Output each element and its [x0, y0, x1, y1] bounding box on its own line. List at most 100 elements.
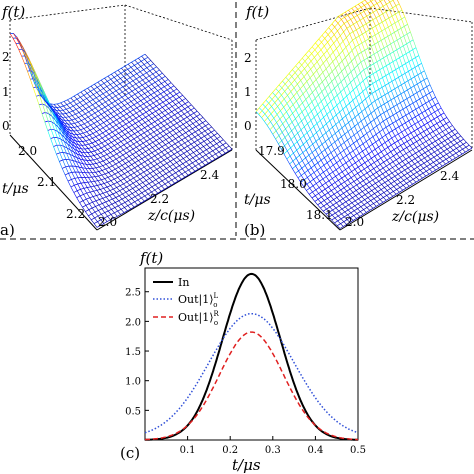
panel-b-surface-mesh: [416, 135, 421, 140]
panel-a-surface-mesh: [41, 113, 46, 123]
panel-b-surface-mesh: [434, 151, 438, 156]
panel-a-surface-mesh: [56, 154, 60, 162]
panel-b-surface-mesh: [346, 85, 351, 94]
panel-b-surface-mesh: [355, 46, 359, 55]
panel-b-surface-mesh: [403, 35, 407, 44]
panel-b-surface-mesh: [306, 190, 310, 195]
panel-b-surface-mesh: [295, 109, 299, 116]
panel-a-surface-mesh: [163, 130, 167, 135]
panel-b-surface-mesh: [336, 114, 340, 122]
panel-a-surface-mesh: [26, 56, 30, 62]
panel-b-surface-mesh: [457, 137, 461, 142]
panel-a-surface-mesh: [94, 176, 99, 181]
panel-a-surface-mesh: [96, 97, 100, 102]
panel-b-surface-mesh: [440, 114, 444, 120]
panel-b-surface-mesh: [348, 112, 353, 120]
panel-a-surface-mesh: [161, 151, 165, 156]
panel-a-surface-mesh: [122, 91, 126, 96]
panel-b-surface-mesh: [298, 115, 302, 122]
panel-a-surface-mesh: [144, 127, 148, 132]
panel-b-surface-mesh: [359, 20, 364, 26]
panel-a-surface-mesh: [105, 196, 110, 201]
panel-b-surface-mesh: [293, 152, 297, 159]
panel-b-surface-mesh: [416, 177, 420, 181]
panel-a-surface-mesh: [211, 126, 215, 131]
panel-b-surface-mesh: [334, 182, 339, 187]
panel-a-surface-mesh: [131, 90, 136, 95]
panel-b-surface-mesh: [414, 123, 418, 130]
panel-a-surface-mesh: [61, 117, 66, 121]
panel-a-surface-mesh: [191, 167, 196, 172]
panel-b-surface-mesh: [335, 212, 339, 217]
panel-b-xtick-0: 2.0: [345, 215, 364, 229]
panel-a-surface-mesh: [134, 99, 138, 103]
panel-a-surface-mesh: [136, 181, 140, 185]
panel-a-surface-mesh: [212, 145, 217, 150]
panel-a-surface-mesh: [62, 110, 67, 114]
panel-b-surface-mesh: [362, 151, 366, 157]
panel-b-surface-mesh: [404, 164, 409, 169]
panel-b-surface-mesh: [300, 138, 304, 145]
panel-a-ytick-2: 2.2: [66, 207, 85, 221]
panel-a-surface-mesh: [31, 66, 36, 73]
panel-b-surface-mesh: [308, 162, 312, 168]
panel-a-surface-mesh: [127, 142, 131, 147]
panel-a-surface-mesh: [200, 137, 205, 142]
panel-a-surface-mesh: [96, 92, 100, 96]
panel-a-surface-mesh: [139, 110, 143, 115]
panel-a-surface-mesh: [136, 112, 140, 117]
panel-a-surface-mesh: [64, 123, 68, 128]
panel-b-surface-mesh: [366, 9, 371, 15]
panel-a-surface-mesh: [153, 171, 157, 175]
panel-a-surface-mesh: [191, 133, 196, 138]
panel-a-surface-mesh: [131, 61, 135, 66]
panel-a-surface-mesh: [124, 100, 128, 104]
panel-a-surface-mesh: [73, 148, 78, 155]
panel-b-surface-mesh: [290, 147, 294, 154]
panel-a-surface-mesh: [117, 104, 122, 108]
panel-a-surface-mesh: [60, 145, 64, 153]
panel-b-surface-mesh: [376, 201, 380, 205]
panel-b-surface-mesh: [276, 122, 280, 128]
panel-a-surface-mesh: [59, 122, 64, 128]
panel-b-surface-mesh: [320, 57, 324, 64]
panel-b-surface-mesh: [376, 117, 381, 124]
panel-a-surface-mesh: [185, 127, 190, 131]
panel-a-surface-mesh: [80, 129, 84, 134]
panel-b-surface-mesh: [396, 104, 401, 112]
panel-c-label: (c): [120, 444, 140, 462]
panel-b-surface-mesh: [371, 190, 375, 194]
panel-a-surface-mesh: [133, 172, 138, 177]
panel-a-surface-mesh: [123, 149, 127, 154]
panel-a-surface-mesh: [77, 147, 82, 153]
panel-a-surface-mesh: [74, 146, 78, 152]
panel-a-surface-mesh: [124, 207, 128, 211]
panel-a-surface-mesh: [164, 183, 169, 188]
panel-b-surface-mesh: [325, 68, 330, 76]
panel-b-surface-mesh: [369, 138, 373, 145]
panel-b-surface-mesh: [361, 158, 366, 163]
panel-b-surface-mesh: [388, 73, 393, 82]
panel-a-surface-mesh: [181, 100, 186, 104]
panel-b-surface-mesh: [360, 206, 364, 210]
panel-b-surface-mesh: [354, 205, 358, 209]
panel-b-surface-mesh: [404, 26, 408, 35]
panel-a-ytick-1: 2.1: [37, 175, 56, 189]
panel-a-surface-mesh: [132, 148, 137, 153]
panel-b-surface-mesh: [373, 203, 377, 207]
panel-b-surface-mesh: [368, 153, 372, 159]
panel-b-surface-mesh: [344, 125, 349, 132]
panel-b-surface-mesh: [281, 132, 286, 138]
panel-a-surface-mesh: [121, 204, 125, 208]
panel-a-surface-mesh: [50, 103, 54, 108]
panel-b-surface-mesh: [319, 138, 323, 145]
panel-b-surface-mesh: [378, 146, 382, 152]
panel-a-surface-mesh: [154, 87, 158, 91]
panel-a-surface-mesh: [145, 146, 150, 150]
panel-a-surface-mesh: [96, 190, 101, 195]
panel-a-surface-mesh: [181, 110, 185, 115]
panel-a-surface-mesh: [148, 120, 152, 124]
panel-a-surface-mesh: [115, 202, 119, 207]
panel-b-surface-mesh: [298, 106, 303, 113]
panel-b-surface-mesh: [394, 142, 398, 148]
